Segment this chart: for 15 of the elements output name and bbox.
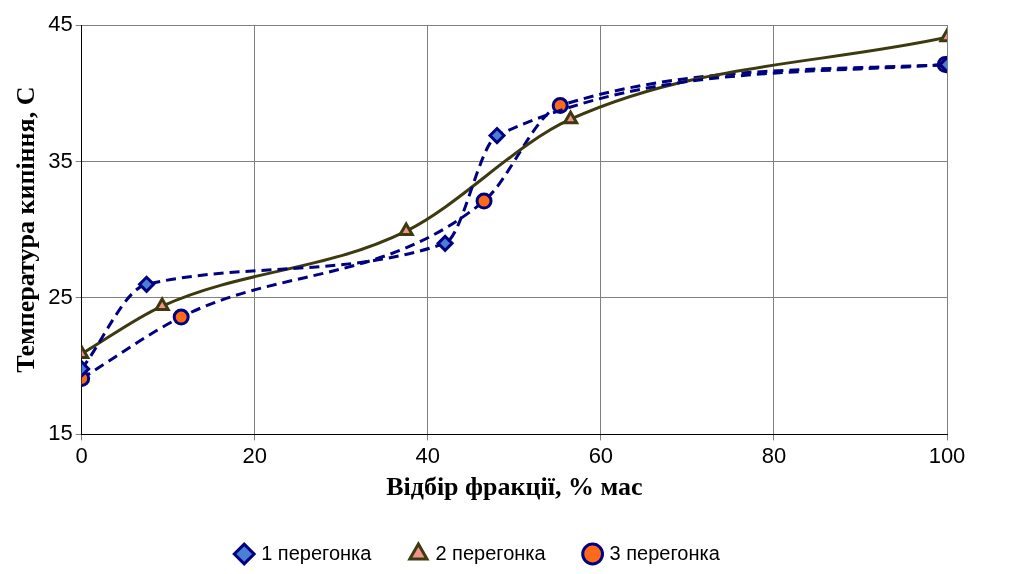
y-tick-label: 45	[48, 11, 73, 37]
x-tick-label: 40	[415, 442, 441, 468]
x-tick-label: 20	[242, 442, 267, 468]
y-tick-label: 25	[48, 284, 73, 309]
legend-label: 2 перегонка	[435, 541, 547, 564]
y-tick-label: 35	[48, 147, 73, 173]
x-tick-label: 0	[75, 442, 88, 468]
y-axis-title: Температура кипіння, С	[11, 86, 41, 373]
x-axis-title: Відбір фракції, % мас	[386, 472, 643, 502]
y-tick-label: 15	[48, 420, 73, 446]
legend-label: 1 перегонка	[261, 541, 373, 564]
legend-label: 3 перегонка	[609, 541, 721, 564]
x-tick-label: 60	[588, 442, 614, 468]
x-tick-label: 80	[761, 442, 787, 468]
x-tick-label: 100	[928, 442, 966, 468]
